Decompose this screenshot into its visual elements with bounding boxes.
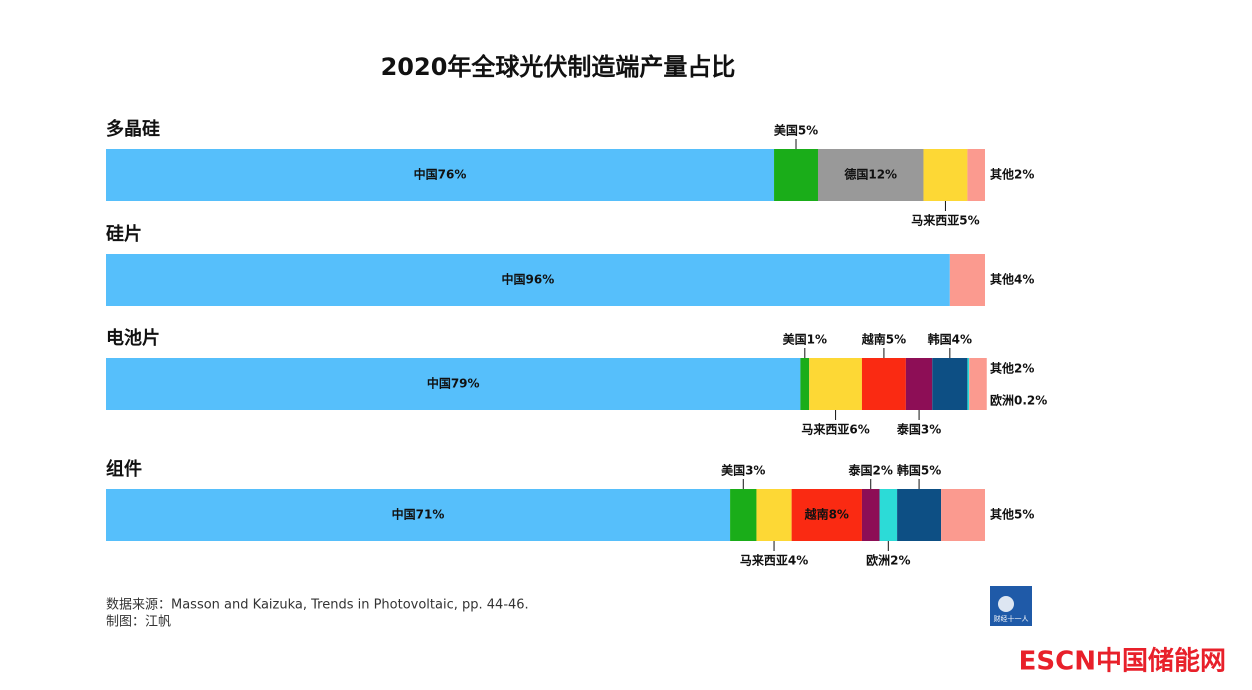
data-label: 其他2% [990, 167, 1034, 182]
logo-text: 财经十一人 [994, 614, 1029, 623]
data-label: 美国1% [783, 332, 827, 347]
data-label: 越南8% [804, 507, 849, 522]
data-label: 韩国5% [897, 463, 941, 478]
bar-segment [932, 358, 968, 410]
data-label: 马来西亚4% [740, 553, 808, 568]
row-label: 组件 [106, 458, 142, 480]
bar-segment [106, 254, 950, 306]
data-label: 韩国4% [928, 332, 972, 347]
logo-icon [998, 596, 1014, 612]
bar-segment [879, 489, 898, 541]
bar-segment [941, 489, 985, 541]
bar-segment [800, 358, 810, 410]
credit: 制图：江帆 [106, 615, 171, 630]
data-label: 中国76% [414, 167, 467, 182]
data-label: 泰国3% [896, 422, 941, 437]
data-label: 欧洲0.2% [990, 393, 1047, 408]
data-label: 美国3% [721, 463, 765, 478]
row-label: 多晶硅 [106, 118, 160, 140]
data-label: 越南5% [861, 332, 906, 347]
bar-segment [817, 149, 924, 201]
data-label: 其他5% [990, 507, 1034, 522]
data-label: 中国79% [427, 376, 480, 391]
row-label: 硅片 [106, 223, 142, 245]
bar-segment [967, 358, 970, 410]
row-label: 电池片 [106, 327, 160, 349]
data-label: 美国5% [774, 123, 818, 138]
data-label: 马来西亚6% [801, 422, 869, 437]
bar-segment [106, 149, 775, 201]
bar-segment [106, 489, 731, 541]
bar-segment [949, 254, 985, 306]
bar-segment [905, 358, 933, 410]
bar-segment [106, 358, 801, 410]
bar-segment [923, 149, 968, 201]
bar-segment [861, 489, 880, 541]
bar-segment [730, 489, 757, 541]
bar-segment [791, 489, 862, 541]
bar-segment [756, 489, 792, 541]
data-label: 德国12% [844, 167, 897, 182]
bar-segment [969, 358, 987, 410]
data-label: 中国71% [392, 507, 445, 522]
bar-segment [897, 489, 942, 541]
data-label: 泰国2% [848, 463, 893, 478]
bar-segment [861, 358, 906, 410]
data-label: 其他4% [990, 272, 1034, 287]
bar-segment [809, 358, 862, 410]
data-label: 马来西亚5% [911, 213, 979, 228]
bar-segment [774, 149, 818, 201]
data-label: 其他2% [990, 361, 1034, 376]
data-label: 欧洲2% [866, 553, 910, 568]
source: 数据来源：Masson and Kaizuka, Trends in Photo… [106, 598, 529, 613]
chart-title: 2020年全球光伏制造端产量占比 [381, 53, 736, 81]
data-label: 中国96% [502, 272, 555, 287]
watermark: ESCN中国储能网 [1019, 646, 1226, 677]
bar-segment [967, 149, 985, 201]
